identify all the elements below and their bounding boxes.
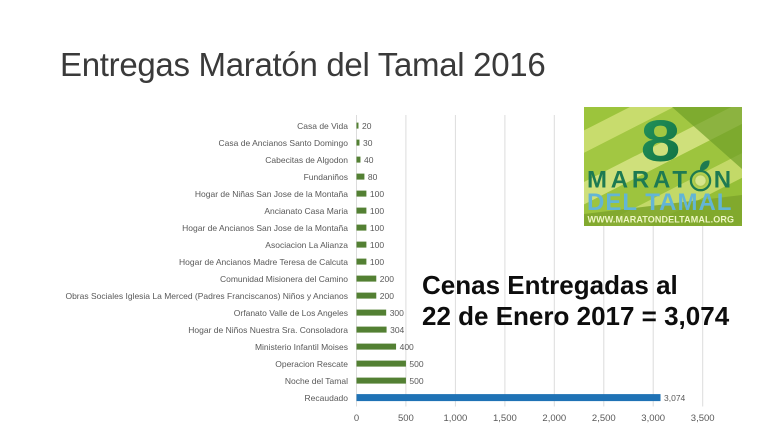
svg-text:3,074: 3,074 bbox=[664, 393, 686, 403]
svg-text:2,000: 2,000 bbox=[542, 413, 566, 424]
svg-text:Casa de Ancianos Santo Domingo: Casa de Ancianos Santo Domingo bbox=[219, 138, 349, 148]
svg-text:DEL TAMAL: DEL TAMAL bbox=[587, 189, 732, 216]
svg-text:500: 500 bbox=[409, 359, 423, 369]
svg-text:100: 100 bbox=[370, 206, 384, 216]
svg-text:100: 100 bbox=[370, 189, 384, 199]
svg-text:304: 304 bbox=[390, 325, 404, 335]
svg-text:100: 100 bbox=[370, 223, 384, 233]
svg-text:500: 500 bbox=[409, 376, 423, 386]
svg-text:Recaudado: Recaudado bbox=[305, 393, 349, 403]
svg-text:3,000: 3,000 bbox=[641, 413, 665, 424]
svg-text:0: 0 bbox=[354, 413, 359, 424]
svg-text:WWW.MARATONDELTAMAL.ORG: WWW.MARATONDELTAMAL.ORG bbox=[588, 215, 735, 225]
svg-text:Hogar de Ancianos San Jose de: Hogar de Ancianos San Jose de la Montaña bbox=[182, 223, 348, 233]
svg-text:1,500: 1,500 bbox=[493, 413, 517, 424]
svg-text:3,500: 3,500 bbox=[691, 413, 715, 424]
svg-text:N: N bbox=[714, 166, 731, 193]
svg-text:80: 80 bbox=[368, 172, 378, 182]
svg-text:Hogar de Niños Nuestra Sra. Co: Hogar de Niños Nuestra Sra. Consoladora bbox=[188, 325, 348, 335]
svg-text:40: 40 bbox=[364, 155, 374, 165]
svg-text:Obras Sociales Iglesia La Merc: Obras Sociales Iglesia La Merced (Padres… bbox=[65, 291, 348, 301]
svg-text:100: 100 bbox=[370, 240, 384, 250]
svg-text:20: 20 bbox=[362, 121, 372, 131]
svg-text:Ancianato Casa Maria: Ancianato Casa Maria bbox=[264, 206, 348, 216]
svg-text:500: 500 bbox=[398, 413, 414, 424]
svg-text:Casa de Vida: Casa de Vida bbox=[297, 121, 348, 131]
svg-text:Asociacion La Alianza: Asociacion La Alianza bbox=[265, 240, 348, 250]
svg-text:Hogar de Niñas San Jose de la: Hogar de Niñas San Jose de la Montaña bbox=[195, 189, 348, 199]
svg-text:Cabecitas de Algodon: Cabecitas de Algodon bbox=[265, 155, 348, 165]
svg-text:2,500: 2,500 bbox=[592, 413, 616, 424]
svg-text:30: 30 bbox=[363, 138, 373, 148]
svg-text:200: 200 bbox=[380, 274, 394, 284]
svg-text:8: 8 bbox=[641, 109, 681, 174]
svg-text:MARAT: MARAT bbox=[587, 166, 691, 193]
svg-text:Fundaniños: Fundaniños bbox=[304, 172, 348, 182]
svg-text:Noche del Tamal: Noche del Tamal bbox=[285, 376, 348, 386]
svg-text:Operacion Rescate: Operacion Rescate bbox=[275, 359, 348, 369]
svg-text:300: 300 bbox=[390, 308, 404, 318]
svg-text:1,000: 1,000 bbox=[444, 413, 468, 424]
svg-text:Ministerio Infantil Moises: Ministerio Infantil Moises bbox=[255, 342, 348, 352]
svg-text:Comunidad Misionera del Camino: Comunidad Misionera del Camino bbox=[220, 274, 348, 284]
svg-text:Hogar de Ancianos Madre Teresa: Hogar de Ancianos Madre Teresa de Calcut… bbox=[179, 257, 348, 267]
svg-text:Orfanato Valle de Los Angeles: Orfanato Valle de Los Angeles bbox=[234, 308, 348, 318]
svg-text:400: 400 bbox=[400, 342, 414, 352]
svg-text:200: 200 bbox=[380, 291, 394, 301]
svg-text:100: 100 bbox=[370, 257, 384, 267]
